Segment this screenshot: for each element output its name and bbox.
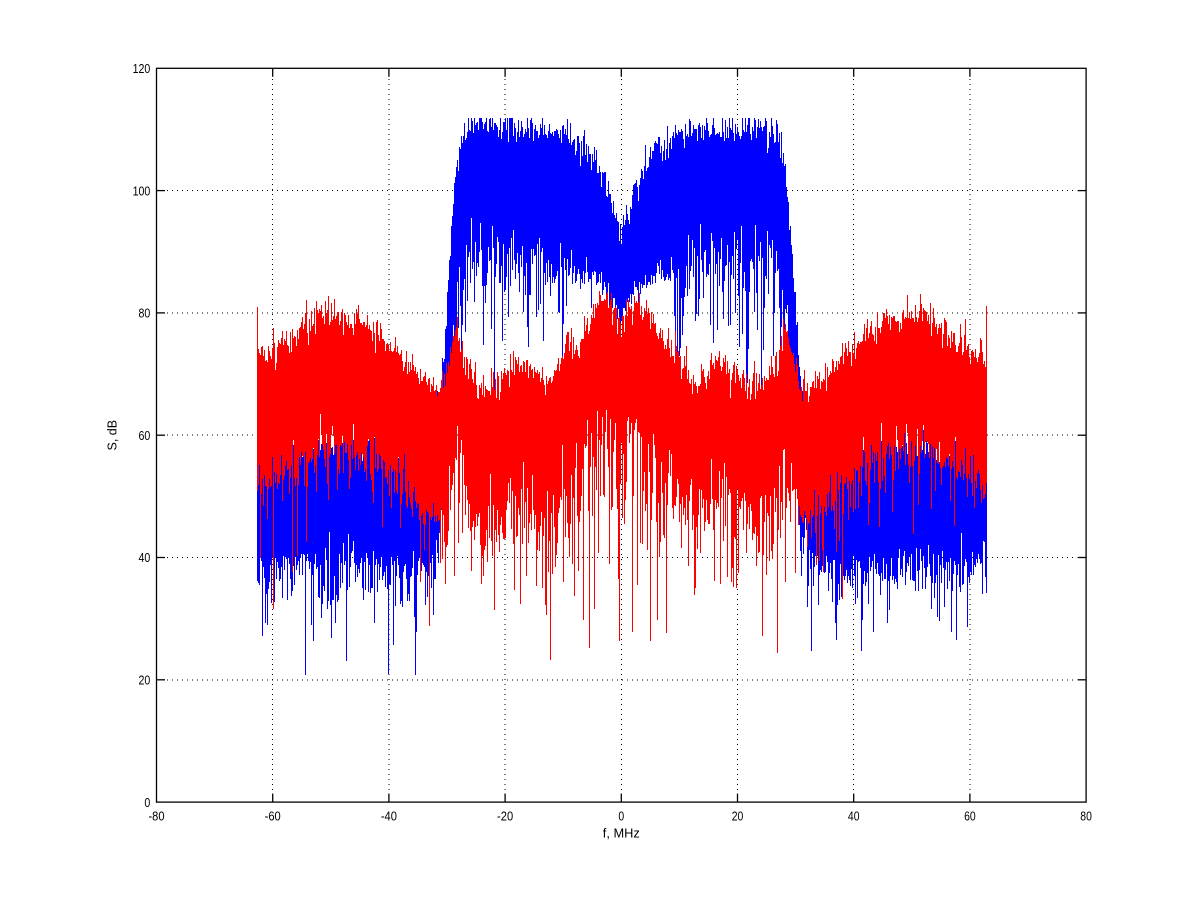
svg-text:0: 0 (144, 795, 150, 810)
svg-text:80: 80 (1080, 809, 1092, 824)
svg-text:60: 60 (139, 428, 151, 443)
svg-text:60: 60 (964, 809, 976, 824)
svg-text:20: 20 (732, 809, 744, 824)
svg-text:40: 40 (139, 550, 151, 565)
svg-text:40: 40 (848, 809, 860, 824)
svg-text:-80: -80 (148, 809, 164, 824)
svg-text:-40: -40 (381, 809, 397, 824)
svg-text:120: 120 (133, 61, 151, 76)
svg-text:f, MHz: f, MHz (603, 826, 640, 841)
svg-text:100: 100 (133, 183, 151, 198)
svg-text:80: 80 (139, 306, 151, 321)
svg-text:S, dB: S, dB (105, 420, 120, 451)
svg-text:-60: -60 (265, 809, 281, 824)
svg-text:0: 0 (618, 809, 624, 824)
svg-text:-20: -20 (497, 809, 513, 824)
svg-text:20: 20 (139, 673, 151, 688)
